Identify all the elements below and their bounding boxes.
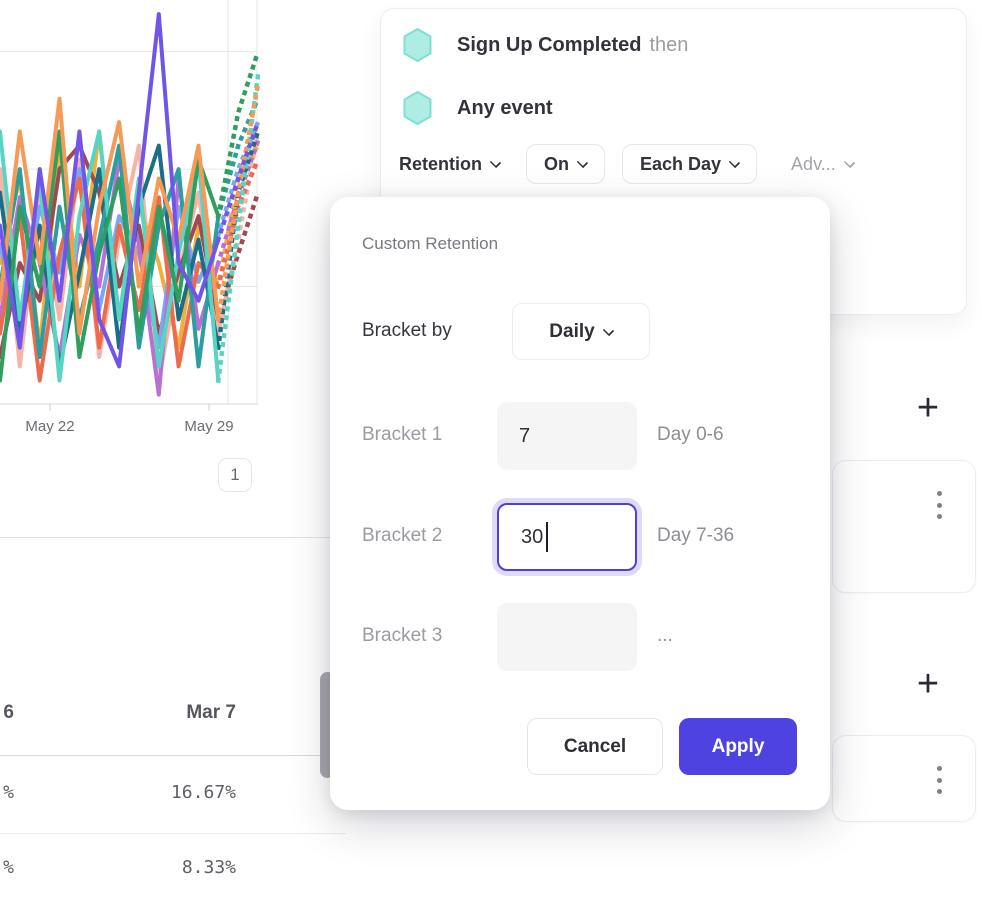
bracket-2-range: Day 7-36 bbox=[657, 525, 735, 546]
table-header-cell: Mar 7 bbox=[186, 702, 236, 723]
step-event-name: Any event bbox=[457, 96, 553, 119]
chevron-down-icon bbox=[728, 156, 741, 169]
add-section-button[interactable]: + bbox=[908, 664, 948, 704]
measure-dropdown[interactable]: Retention bbox=[399, 154, 502, 175]
table-row: % 16.67% bbox=[0, 778, 346, 808]
chevron-down-icon bbox=[843, 156, 856, 169]
custom-retention-modal: Custom Retention Bracket by Daily Bracke… bbox=[330, 197, 830, 810]
modal-footer: Cancel Apply bbox=[330, 718, 830, 775]
more-options-button[interactable] bbox=[931, 489, 947, 521]
table-separator bbox=[0, 755, 346, 756]
advanced-dropdown[interactable]: Adv... bbox=[791, 154, 856, 175]
bracket-1-input[interactable] bbox=[497, 402, 637, 470]
bracket-row-2: Bracket 2 Day 7-36 bbox=[330, 503, 830, 571]
table-cell-clipped: % bbox=[3, 857, 14, 878]
builder-step-1[interactable]: Sign Up Completed then bbox=[401, 27, 688, 63]
bracket-row-3: Bracket 3 ... bbox=[330, 603, 830, 671]
bracket-3-range: ... bbox=[657, 625, 673, 646]
chevron-down-icon bbox=[602, 324, 614, 336]
on-dropdown[interactable]: On bbox=[526, 144, 605, 184]
kebab-icon bbox=[936, 491, 942, 496]
event-hexagon-icon bbox=[403, 28, 432, 62]
modal-title: Custom Retention bbox=[362, 234, 499, 253]
step-connector-label: then bbox=[649, 33, 689, 56]
pagination-page-button[interactable]: 1 bbox=[218, 458, 252, 492]
step-event-name: Sign Up Completed then bbox=[457, 33, 689, 56]
cancel-button[interactable]: Cancel bbox=[527, 718, 663, 775]
bracket-1-label: Bracket 1 bbox=[362, 424, 443, 445]
rail-card bbox=[832, 460, 976, 593]
table-header-row: 6 Mar 7 bbox=[0, 698, 346, 728]
section-divider bbox=[0, 537, 346, 538]
table-cell: 16.67% bbox=[170, 782, 236, 803]
text-cursor bbox=[546, 522, 548, 552]
add-section-button[interactable]: + bbox=[908, 388, 948, 428]
bracket-by-dropdown[interactable]: Daily bbox=[512, 303, 650, 360]
table-header-cell-clipped: 6 bbox=[3, 702, 14, 723]
table-separator bbox=[0, 833, 346, 834]
event-hexagon-icon bbox=[403, 91, 432, 125]
apply-button[interactable]: Apply bbox=[679, 718, 797, 775]
bracket-by-label: Bracket by bbox=[362, 320, 452, 341]
bracket-3-label: Bracket 3 bbox=[362, 625, 443, 646]
retention-table: 6 Mar 7 % 16.67% % 8.33% bbox=[0, 537, 346, 900]
more-options-button[interactable] bbox=[931, 764, 947, 796]
x-axis-tick-label: May 29 bbox=[184, 418, 234, 435]
x-axis-tick-label: May 22 bbox=[25, 418, 75, 435]
builder-step-2[interactable]: Any event bbox=[401, 90, 553, 126]
table-cell: 8.33% bbox=[181, 857, 236, 878]
bracket-row-1: Bracket 1 Day 0-6 bbox=[330, 402, 830, 470]
bracket-3-input[interactable] bbox=[497, 603, 637, 671]
builder-controls-row: Retention On Each Day Adv... bbox=[399, 144, 856, 184]
chevron-down-icon bbox=[489, 156, 502, 169]
table-cell-clipped: % bbox=[3, 782, 14, 803]
bracket-by-row: Bracket by Daily bbox=[330, 303, 830, 360]
chevron-down-icon bbox=[576, 156, 589, 169]
rail-card bbox=[832, 735, 976, 822]
bracket-2-input[interactable] bbox=[497, 503, 637, 571]
bracket-2-label: Bracket 2 bbox=[362, 525, 443, 546]
retention-line-chart[interactable]: May 22 May 29 1 bbox=[0, 0, 262, 500]
interval-dropdown[interactable]: Each Day bbox=[622, 144, 758, 184]
kebab-icon bbox=[936, 766, 942, 771]
bracket-1-range: Day 0-6 bbox=[657, 424, 724, 445]
table-row: % 8.33% bbox=[0, 853, 346, 883]
line-chart-canvas bbox=[0, 0, 262, 411]
